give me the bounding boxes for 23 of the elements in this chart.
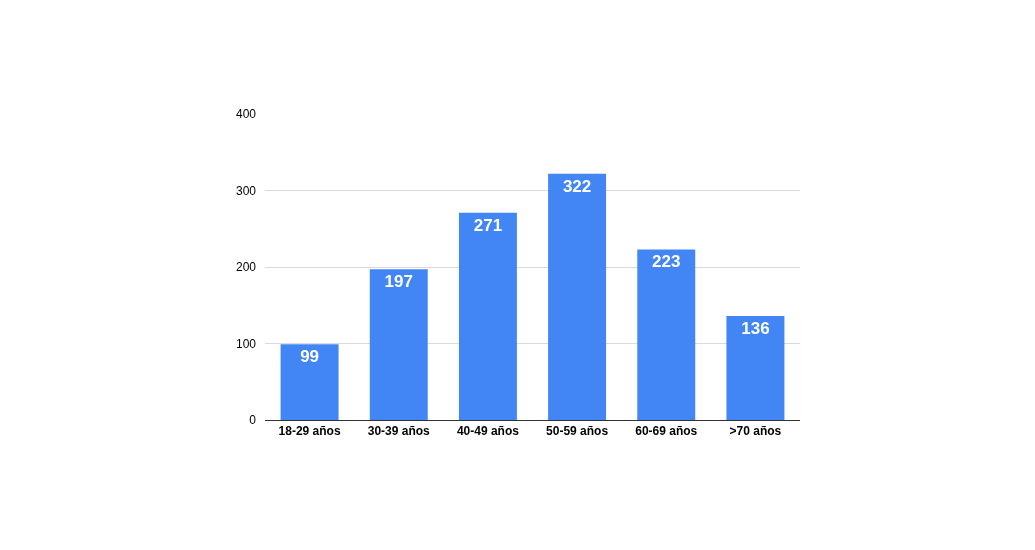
x-tick-label: 30-39 años xyxy=(367,424,431,439)
data-label: 271 xyxy=(473,215,503,235)
data-label: 99 xyxy=(300,347,320,367)
x-tick-label: 18-29 años xyxy=(278,424,341,439)
data-label: 322 xyxy=(562,176,592,196)
y-tick-label: 100 xyxy=(235,336,257,351)
data-label: 223 xyxy=(652,252,681,272)
data-label: 136 xyxy=(741,318,770,338)
y-tick-label: 200 xyxy=(235,260,257,275)
y-tick-label: 400 xyxy=(235,107,257,122)
x-tick-label: >70 años xyxy=(729,424,782,439)
x-tick-label: 40-49 años xyxy=(456,424,520,439)
y-tick-label: 0 xyxy=(249,413,257,428)
bar xyxy=(726,315,785,420)
data-label: 197 xyxy=(384,272,413,292)
x-tick-label: 60-69 años xyxy=(635,424,698,439)
bar xyxy=(458,212,517,420)
y-tick-label: 300 xyxy=(235,183,257,198)
bar xyxy=(280,344,339,420)
bar xyxy=(369,269,428,420)
x-tick-label: 50-59 años xyxy=(546,424,609,439)
bar xyxy=(548,173,607,420)
bar xyxy=(637,249,696,420)
